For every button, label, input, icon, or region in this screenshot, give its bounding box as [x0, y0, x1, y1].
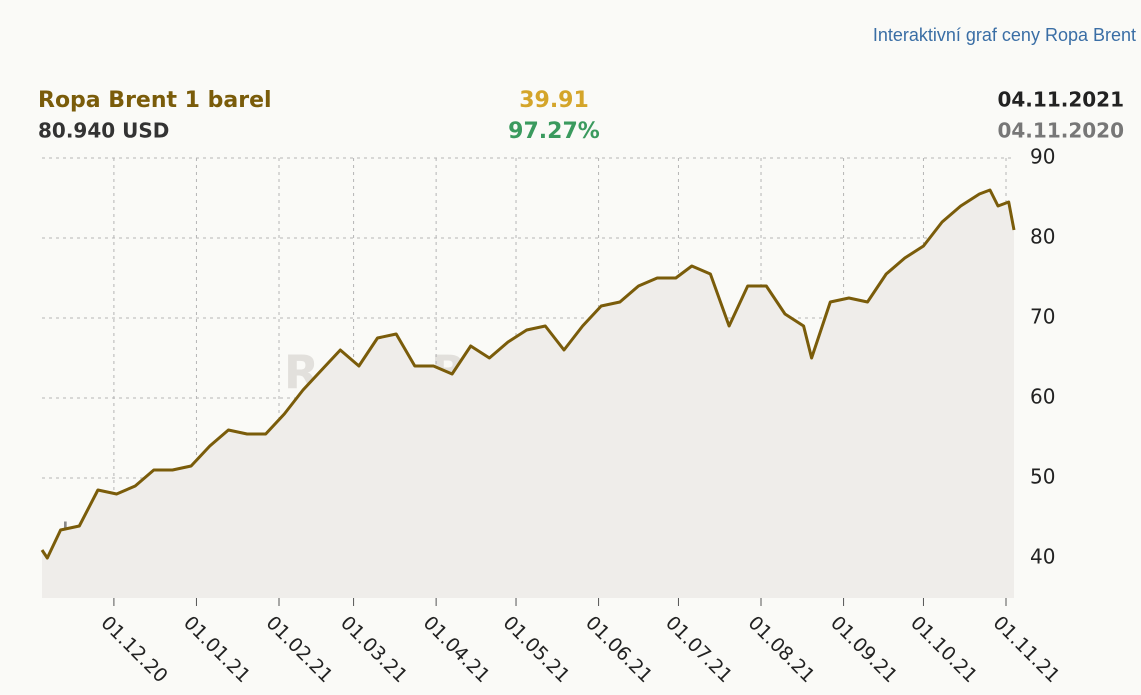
y-tick-label: 80 — [1030, 225, 1055, 249]
y-tick-label: 90 — [1030, 145, 1055, 169]
date-to: 04.11.2021 — [997, 88, 1124, 112]
y-tick-label: 50 — [1030, 465, 1055, 489]
area — [42, 190, 1014, 598]
link[interactable]: Interaktivní graf ceny Ropa Brent — [873, 25, 1136, 45]
y-tick-label: 40 — [1030, 545, 1055, 569]
date-from: 04.11.2020 — [997, 119, 1124, 143]
price-line — [40, 188, 1016, 560]
price: 80.940 USD — [38, 119, 169, 143]
change: 39.91 — [519, 88, 589, 113]
change-pct: 97.27% — [508, 119, 600, 144]
y-tick-label: 70 — [1030, 305, 1055, 329]
y-tick-label: 60 — [1030, 385, 1055, 409]
title: Ropa Brent 1 barel — [38, 88, 272, 113]
